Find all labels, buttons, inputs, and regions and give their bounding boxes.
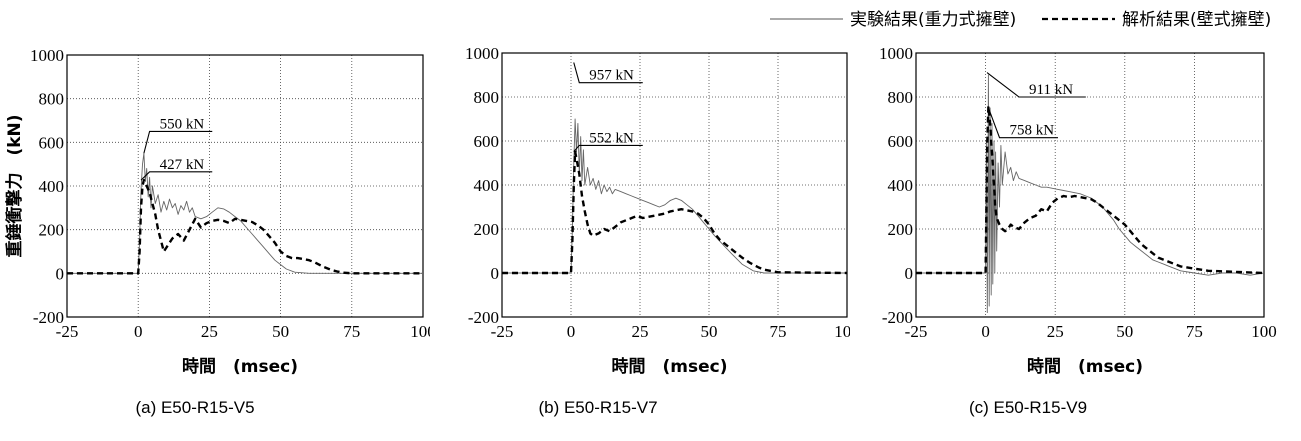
x-axis-label: 時間 (msec) <box>1027 356 1143 377</box>
x-tick-label: 0 <box>134 322 143 341</box>
y-tick-label: 0 <box>56 264 65 283</box>
y-tick-label: 600 <box>39 133 65 152</box>
x-axis-label: 時間 (msec) <box>182 356 298 377</box>
chart-panel-c: -25 0 25 50 75 100 -200 0 200 400 600 800 1000 時間 (ms… <box>850 0 1280 395</box>
caption-b: (b) E50-R15-V7 <box>538 398 658 417</box>
x-tick-label: 100 <box>1251 322 1277 341</box>
x-tick-label: 0 <box>981 322 990 341</box>
caption-c: (c) E50-R15-V9 <box>968 398 1088 417</box>
chart-panel-b: -25 0 25 50 75 100 -200 0 200 400 600 800 1000 時間 (ms… <box>420 0 860 395</box>
annotation-leader <box>986 72 1086 98</box>
y-tick-label: 200 <box>888 220 914 239</box>
y-tick-label: -200 <box>882 308 913 327</box>
legend-graphic: 実験結果(重力式擁壁) 解析結果(壁式擁壁) <box>770 10 1271 30</box>
analysis-series-line-a <box>67 178 423 275</box>
annotation-label: 550 kN <box>160 116 205 132</box>
analysis-series-line-b <box>502 150 848 275</box>
caption-a: (a) E50-R15-V5 <box>135 398 255 417</box>
annotation-leader <box>573 62 643 84</box>
y-tick-label: 200 <box>39 221 65 240</box>
x-tick-label: 100 <box>410 322 430 341</box>
annotation-leader <box>987 106 1058 139</box>
annotation-label: 758 kN <box>1010 123 1055 139</box>
x-tick-label: -25 <box>56 322 79 341</box>
y-tick-label: 800 <box>39 90 65 109</box>
analysis-series-line-c <box>916 104 1265 275</box>
annotation-label: 911 kN <box>1029 82 1073 98</box>
x-axis-label: 時間 (msec) <box>612 356 728 377</box>
y-tick-label: 800 <box>474 88 500 107</box>
y-tick-label: 600 <box>474 132 500 151</box>
y-tick-label: 1000 <box>30 46 64 65</box>
chart-panel-a: -25 0 25 50 75 100 -200 0 200 400 600 800 1000 時間 (ms… <box>0 0 436 395</box>
annotation-leader <box>140 171 213 181</box>
x-tick-label: 100 <box>834 322 850 341</box>
x-tick-label: 75 <box>343 322 360 341</box>
y-tick-label: -200 <box>33 308 64 327</box>
y-tick-label: 1000 <box>465 44 499 63</box>
annotation-leader <box>143 130 213 154</box>
legend-analysis-label: 解析結果(壁式擁壁) <box>1122 10 1271 30</box>
y-tick-label: 0 <box>905 264 914 283</box>
chart-a: -25 0 25 50 75 100 -200 0 200 400 600 800 1000 時間 (ms… <box>4 46 436 377</box>
x-tick-label: 25 <box>632 322 649 341</box>
x-tick-label: 75 <box>1186 322 1203 341</box>
chart-legend: 実験結果(重力式擁壁) 解析結果(壁式擁壁) <box>770 3 1295 35</box>
annotation-leader <box>573 144 643 152</box>
legend-experiment-label: 実験結果(重力式擁壁) <box>850 10 1016 30</box>
y-tick-label: 400 <box>39 177 65 196</box>
plot-frame-b <box>501 52 848 318</box>
annotation-label: 957 kN <box>589 68 634 84</box>
annotation-label: 552 kN <box>589 130 634 146</box>
y-tick-label: -200 <box>468 308 499 327</box>
y-tick-label: 1000 <box>879 44 913 63</box>
x-tick-label: 25 <box>201 322 218 341</box>
x-tick-label: 75 <box>770 322 787 341</box>
plot-frame-c <box>915 52 1265 318</box>
y-tick-label: 600 <box>888 132 914 151</box>
y-tick-label: 0 <box>491 264 500 283</box>
chart-b: -25 0 25 50 75 100 -200 0 200 400 600 800 1000 時間 (ms… <box>465 44 860 377</box>
experiment-series-line-c <box>916 74 1265 314</box>
x-tick-label: -25 <box>905 322 928 341</box>
experiment-series-line-a <box>67 152 423 274</box>
y-tick-label: 800 <box>888 88 914 107</box>
y-tick-label: 200 <box>474 220 500 239</box>
annotation-label: 427 kN <box>160 157 205 173</box>
x-tick-label: -25 <box>491 322 514 341</box>
experiment-series-line-b <box>502 118 847 274</box>
y-tick-label: 400 <box>888 176 914 195</box>
plot-frame-a <box>66 54 424 318</box>
x-tick-label: 0 <box>567 322 576 341</box>
x-tick-label: 25 <box>1047 322 1064 341</box>
y-tick-label: 400 <box>474 176 500 195</box>
chart-c: -25 0 25 50 75 100 -200 0 200 400 600 800 1000 時間 (ms… <box>879 44 1277 377</box>
x-tick-label: 50 <box>1116 322 1133 341</box>
x-tick-label: 50 <box>272 322 289 341</box>
y-axis-label: 重錘衝撃力 (kN) <box>4 114 25 257</box>
x-tick-label: 50 <box>701 322 718 341</box>
